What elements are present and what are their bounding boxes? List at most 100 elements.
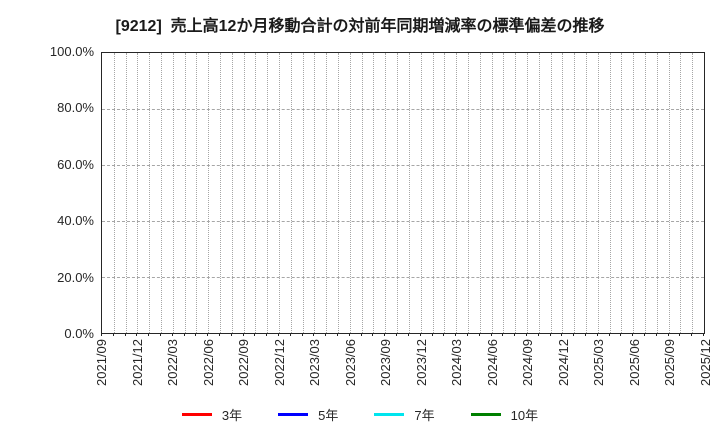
- x-axis-tick-mark: [289, 333, 291, 336]
- x-axis-tick-mark: [101, 333, 102, 336]
- vertical-gridline: [338, 53, 340, 333]
- x-axis-tick-label: 2022/12: [271, 339, 287, 386]
- vertical-gridline: [609, 53, 611, 333]
- x-axis-tick-mark: [325, 333, 327, 336]
- vertical-gridline: [385, 53, 387, 333]
- vertical-gridline: [290, 53, 292, 333]
- legend-item: 3年: [181, 405, 243, 424]
- legend-item-label: 3年: [221, 408, 243, 423]
- x-axis-tick-mark: [195, 333, 197, 336]
- vertical-gridline: [408, 53, 410, 333]
- vertical-gridline: [137, 53, 139, 333]
- x-axis-tick-label: 2025/03: [591, 339, 607, 386]
- legend-item: 7年: [374, 405, 435, 424]
- x-axis-tick-mark: [372, 333, 374, 336]
- x-axis-tick-mark: [525, 333, 527, 336]
- x-axis-tick-mark: [207, 333, 209, 336]
- x-axis-tick-label: 2024/06: [484, 339, 500, 386]
- y-axis-tick-label: 20.0%: [57, 269, 94, 285]
- vertical-gridline: [208, 53, 210, 333]
- vertical-gridline: [526, 53, 528, 333]
- x-axis-tick-mark: [360, 333, 362, 336]
- vertical-gridline: [243, 53, 245, 333]
- x-axis-tick-mark: [254, 333, 256, 336]
- x-axis-tick-mark: [679, 333, 681, 336]
- x-axis-tick-label: 2025/09: [662, 339, 678, 386]
- vertical-gridline: [680, 53, 682, 333]
- vertical-gridline: [420, 53, 422, 333]
- vertical-gridline: [644, 53, 646, 333]
- legend: 3年 5年 7年 10年: [0, 405, 720, 424]
- x-axis-tick-label: 2025/12: [698, 339, 713, 386]
- vertical-gridline: [255, 53, 257, 333]
- x-axis-tick-mark: [136, 333, 138, 336]
- x-axis-tick-mark: [584, 333, 586, 336]
- x-axis-tick-mark: [160, 333, 162, 336]
- vertical-gridline: [432, 53, 434, 333]
- vertical-gridline: [574, 53, 576, 333]
- x-axis-tick-label: 2024/12: [555, 339, 571, 386]
- vertical-gridline: [633, 53, 635, 333]
- vertical-gridline: [597, 53, 599, 333]
- x-axis-tick-mark: [431, 333, 433, 336]
- vertical-gridline: [562, 53, 564, 333]
- legend-item: 5年: [278, 405, 338, 424]
- horizontal-gridline: [102, 221, 704, 222]
- x-axis-tick-label: 2024/03: [449, 339, 465, 386]
- vertical-gridline: [692, 53, 694, 333]
- y-axis-tick-label: 100.0%: [49, 44, 94, 59]
- y-axis-tick-label: 0.0%: [64, 326, 94, 341]
- vertical-gridline: [172, 53, 174, 333]
- x-axis-tick-label: 2022/09: [236, 339, 252, 386]
- vertical-gridline: [113, 53, 115, 333]
- x-axis-tick-mark: [561, 333, 563, 336]
- legend-item-label: 5年: [318, 408, 339, 423]
- x-axis-tick-mark: [573, 333, 575, 336]
- legend-item: 10年: [470, 405, 538, 424]
- x-axis-tick-mark: [112, 333, 114, 336]
- vertical-gridline: [491, 53, 493, 333]
- horizontal-gridline: [102, 109, 704, 110]
- legend-line-swatch: [470, 413, 501, 416]
- x-axis-tick-mark: [502, 333, 504, 336]
- legend-item-label: 7年: [414, 408, 435, 423]
- x-axis-tick-mark: [384, 333, 386, 336]
- vertical-gridline: [456, 53, 458, 333]
- vertical-gridline: [656, 53, 658, 333]
- x-axis-tick-mark: [620, 333, 622, 336]
- vertical-gridline: [397, 53, 399, 333]
- x-axis-tick-mark: [148, 333, 150, 336]
- x-axis-tick-label: 2021/09: [94, 339, 109, 386]
- vertical-gridline: [161, 53, 163, 333]
- x-axis-tick-mark: [419, 333, 421, 336]
- x-axis-tick-mark: [242, 333, 244, 336]
- vertical-gridline: [361, 53, 363, 333]
- vertical-gridline: [326, 53, 328, 333]
- x-axis-tick-mark: [313, 333, 315, 336]
- y-axis-tick-labels: 0.0% 20.0% 40.0% 60.0% 80.0% 100.0%: [0, 0, 94, 440]
- x-axis-tick-label: 2023/06: [342, 339, 358, 386]
- legend-line-swatch: [181, 413, 212, 416]
- horizontal-gridline: [102, 165, 704, 166]
- vertical-gridline: [479, 53, 481, 333]
- vertical-gridline: [279, 53, 281, 333]
- x-axis-tick-label: 2023/09: [378, 339, 394, 386]
- x-axis-tick-label: 2023/03: [307, 339, 323, 386]
- vertical-gridline: [184, 53, 186, 333]
- x-axis-tick-mark: [655, 333, 657, 336]
- y-axis-tick-label: 60.0%: [57, 156, 94, 172]
- plot-area: [101, 52, 705, 336]
- vertical-gridline: [668, 53, 670, 333]
- vertical-gridline: [220, 53, 222, 333]
- vertical-gridline: [585, 53, 587, 333]
- x-axis-tick-label: 2021/12: [129, 339, 145, 386]
- horizontal-gridline: [102, 277, 704, 278]
- x-axis-tick-mark: [632, 333, 634, 336]
- x-axis-tick-mark: [537, 333, 539, 336]
- vertical-gridline: [349, 53, 351, 333]
- x-axis-tick-mark: [455, 333, 457, 336]
- vertical-gridline: [550, 53, 552, 333]
- x-axis-tick-mark: [478, 333, 480, 336]
- x-axis-tick-mark: [703, 333, 704, 336]
